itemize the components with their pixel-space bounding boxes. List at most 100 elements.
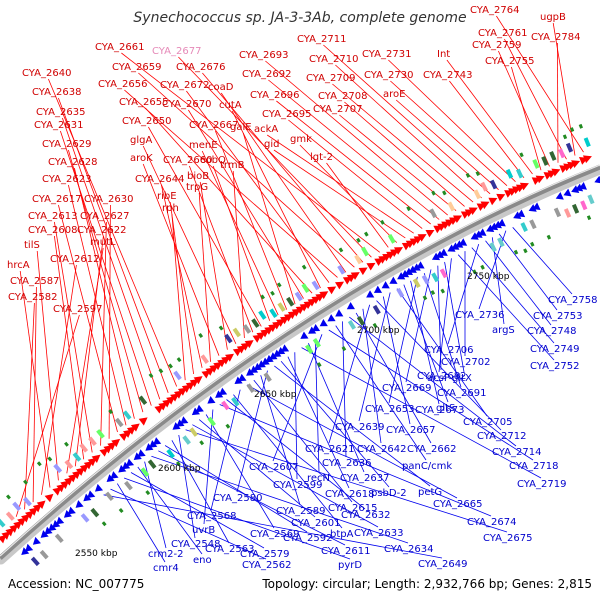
gene-label-reverse[interactable]: CYA_2649 bbox=[418, 559, 467, 570]
gene-label-reverse[interactable]: CYA_2749 bbox=[530, 344, 579, 355]
gene-label-forward[interactable]: CYA_2661 bbox=[95, 42, 144, 53]
gene-label-reverse[interactable]: panC/cmk bbox=[402, 461, 452, 472]
gene-label-forward[interactable]: mutL bbox=[90, 237, 116, 248]
gene-label-reverse[interactable]: CYA_2637 bbox=[340, 473, 389, 484]
gene-label-forward[interactable]: ugpB bbox=[540, 12, 566, 23]
gene-label-forward[interactable]: CYA_2730 bbox=[364, 70, 413, 81]
gene-label-forward[interactable]: CYA_2650 bbox=[122, 116, 171, 127]
gene-label-reverse[interactable]: CYA_2548 bbox=[171, 539, 220, 550]
gene-label-reverse[interactable]: gltS bbox=[436, 403, 455, 414]
gene-label-forward[interactable]: trmB bbox=[220, 160, 245, 171]
gene-label-reverse[interactable]: CYA_2615 bbox=[328, 503, 377, 514]
gene-label-forward[interactable]: CYA_2587 bbox=[10, 276, 59, 287]
gene-label-reverse[interactable]: CYA_2702 bbox=[441, 357, 490, 368]
gene-label-reverse[interactable]: CYA_2642 bbox=[357, 444, 406, 455]
gene-label-reverse[interactable]: CYA_2753 bbox=[533, 311, 582, 322]
gene-label-reverse[interactable]: CYA_2568 bbox=[187, 511, 236, 522]
gene-label-forward[interactable]: galE bbox=[230, 122, 252, 133]
gene-label-forward[interactable]: CYA_2676 bbox=[176, 62, 225, 73]
gene-label-reverse[interactable]: CYA_2589 bbox=[276, 506, 325, 517]
gene-label-reverse[interactable]: CYA_2714 bbox=[492, 447, 541, 458]
gene-label-reverse[interactable]: CYA_2682 bbox=[417, 371, 466, 382]
gene-label-reverse[interactable]: CYA_2691 bbox=[437, 388, 486, 399]
gene-label-forward[interactable]: CYA_2640 bbox=[22, 68, 71, 79]
gene-label-forward[interactable]: CYA_2784 bbox=[531, 32, 580, 43]
gene-label-reverse[interactable]: CYA_2611 bbox=[321, 546, 370, 557]
gene-label-forward[interactable]: CYA_2630 bbox=[84, 194, 133, 205]
gene-label-forward[interactable]: CYA_2631 bbox=[34, 120, 83, 131]
gene-label-forward[interactable]: CYA_2759 bbox=[472, 40, 521, 51]
gene-label-reverse[interactable]: CYA_2562 bbox=[242, 560, 291, 571]
gene-label-forward[interactable]: glgA bbox=[130, 135, 152, 146]
gene-label-reverse[interactable]: CYA_2639 bbox=[335, 422, 384, 433]
gene-label-forward[interactable]: CYA_2710 bbox=[309, 54, 358, 65]
gene-label-reverse[interactable]: eno bbox=[193, 555, 212, 566]
gene-label-forward[interactable]: aroK bbox=[130, 153, 153, 164]
gene-label-reverse[interactable]: CYA_2669 bbox=[382, 383, 431, 394]
gene-label-forward[interactable]: CYA_2695 bbox=[262, 109, 311, 120]
gene-label-forward[interactable]: CYA_2692 bbox=[242, 69, 291, 80]
gene-label-forward[interactable]: menE bbox=[189, 140, 218, 151]
gene-label-forward[interactable]: CYA_2622 bbox=[77, 225, 126, 236]
gene-label-forward[interactable]: CYA_2597 bbox=[53, 304, 102, 315]
gene-label-reverse[interactable]: CYA_2621 bbox=[305, 444, 354, 455]
gene-label-forward[interactable]: CYA_2711 bbox=[297, 34, 346, 45]
gene-label-forward[interactable]: Int bbox=[437, 49, 450, 60]
gene-label-forward[interactable]: CYA_2656 bbox=[98, 79, 147, 90]
gene-label-reverse[interactable]: CYA_2633 bbox=[354, 528, 403, 539]
gene-label-reverse[interactable]: CYA_2657 bbox=[386, 425, 435, 436]
gene-label-forward[interactable]: CYA_2709 bbox=[306, 73, 355, 84]
gene-label-reverse[interactable]: CYA_2673 bbox=[415, 405, 464, 416]
gene-label-forward[interactable]: CYA_2667 bbox=[189, 120, 238, 131]
gene-label-forward[interactable]: CYA_2612 bbox=[50, 254, 99, 265]
gene-label-forward[interactable]: cutA bbox=[219, 100, 242, 111]
gene-label-forward[interactable]: gid bbox=[264, 139, 279, 150]
gene-label-reverse[interactable]: CYA_2632 bbox=[341, 510, 390, 521]
gene-label-forward[interactable]: CYA_2644 bbox=[135, 174, 184, 185]
gene-label-forward[interactable]: CYA_2743 bbox=[423, 70, 472, 81]
gene-label-forward[interactable]: CYA_2608 bbox=[28, 225, 77, 236]
gene-label-reverse[interactable]: CYA_2601 bbox=[291, 518, 340, 529]
gene-label-forward[interactable]: CYA_2660 bbox=[163, 155, 212, 166]
gene-label-reverse[interactable]: CYA_2579 bbox=[240, 549, 289, 560]
gene-label-reverse[interactable]: CYA_2662 bbox=[407, 444, 456, 455]
gene-label-reverse[interactable]: CYA_2712 bbox=[477, 431, 526, 442]
gene-label-forward[interactable]: CYA_2627 bbox=[80, 211, 129, 222]
gene-label-reverse[interactable]: CYA_2607 bbox=[249, 462, 298, 473]
gene-label-reverse[interactable]: CYA_2758 bbox=[548, 295, 597, 306]
gene-label-forward[interactable]: hrcA bbox=[7, 260, 30, 271]
gene-label-forward[interactable]: ribE bbox=[157, 191, 177, 202]
gene-label-reverse[interactable]: cmr4 bbox=[153, 563, 179, 574]
gene-label-forward[interactable]: ackA bbox=[254, 124, 278, 135]
gene-label-reverse[interactable]: crm2-2 bbox=[148, 549, 184, 560]
gene-label-forward[interactable]: CYA_2659 bbox=[112, 62, 161, 73]
gene-label-reverse[interactable]: CYA_2706 bbox=[424, 345, 473, 356]
gene-label-reverse[interactable]: CYA_2748 bbox=[527, 326, 576, 337]
gene-label-forward[interactable]: CYA_2693 bbox=[239, 50, 288, 61]
gene-label-forward[interactable]: gmk bbox=[290, 134, 312, 145]
gene-label-reverse[interactable]: CYA_2718 bbox=[509, 461, 558, 472]
gene-label-reverse[interactable]: CYA_2580 bbox=[213, 493, 262, 504]
gene-label-reverse[interactable]: petG bbox=[418, 487, 442, 498]
gene-label-forward[interactable]: CYA_2613 bbox=[28, 211, 77, 222]
gene-label-forward[interactable]: CYA_2708 bbox=[318, 91, 367, 102]
gene-label-forward[interactable]: CYA_2707 bbox=[313, 104, 362, 115]
gene-label-forward[interactable]: tilS bbox=[24, 240, 40, 251]
gene-label-reverse[interactable]: CYA_2636 bbox=[322, 458, 371, 469]
gene-label-forward[interactable]: trpG bbox=[186, 182, 208, 193]
gene-label-reverse[interactable]: CYA_2618 bbox=[325, 489, 374, 500]
gene-label-forward[interactable]: CYA_2635 bbox=[36, 107, 85, 118]
gene-label-reverse[interactable]: acsF bbox=[427, 373, 450, 384]
gene-label-forward[interactable]: CYA_2582 bbox=[8, 292, 57, 303]
gene-label-forward[interactable]: CYA_2677 bbox=[152, 46, 201, 57]
gene-label-forward[interactable]: CYA_2655 bbox=[119, 97, 168, 108]
gene-label-forward[interactable]: aroE bbox=[383, 89, 405, 100]
gene-label-forward[interactable]: CYA_2764 bbox=[470, 5, 519, 16]
gene-label-forward[interactable]: CYA_2629 bbox=[42, 139, 91, 150]
gene-label-forward[interactable]: CYA_2617 bbox=[32, 194, 81, 205]
gene-label-reverse[interactable]: CYA_2675 bbox=[483, 533, 532, 544]
gene-label-forward[interactable]: CYA_2761 bbox=[478, 28, 527, 39]
gene-label-reverse[interactable]: CYA_2563 bbox=[205, 544, 254, 555]
gene-label-reverse[interactable]: recN bbox=[307, 473, 330, 484]
gene-label-reverse[interactable]: CYA_2665 bbox=[433, 499, 482, 510]
